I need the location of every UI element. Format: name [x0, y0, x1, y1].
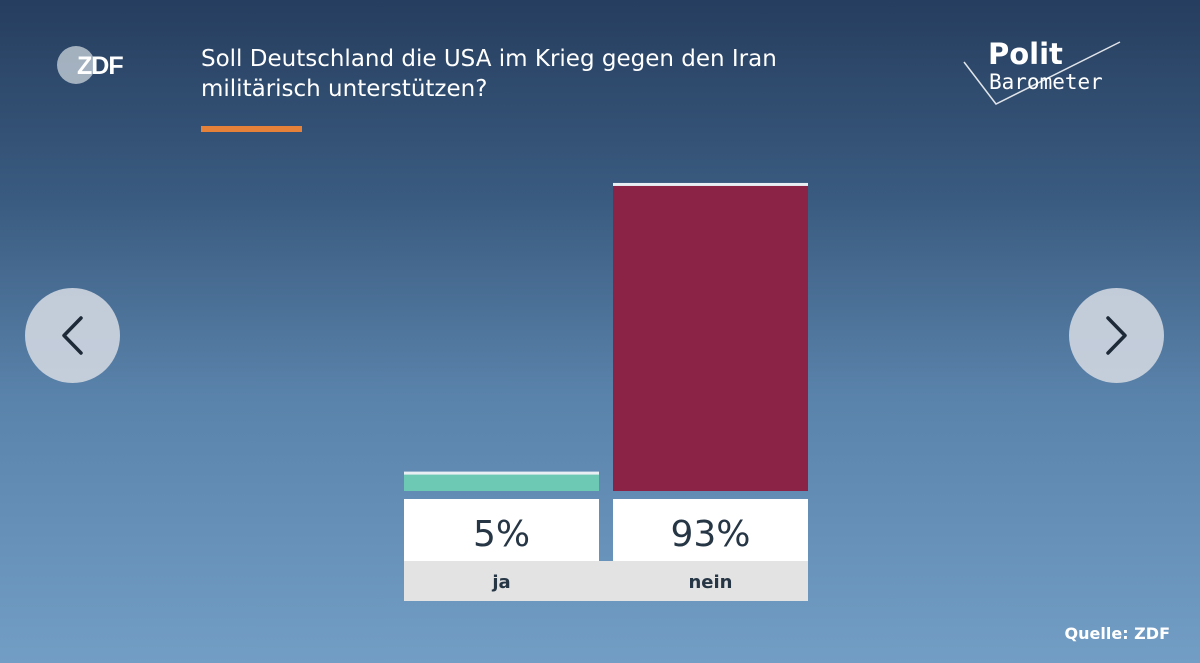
value-box-nein	[613, 499, 808, 561]
chevron-right-icon	[1106, 316, 1127, 355]
category-band	[404, 561, 808, 601]
zdf-logo-text: ZDF	[77, 52, 123, 80]
next-button[interactable]	[1069, 288, 1164, 383]
title-underline	[201, 126, 302, 132]
category-label-nein: nein	[688, 572, 732, 593]
bar-ja	[404, 474, 599, 491]
page-title: Soll Deutschland die USA im Krieg gegen …	[201, 44, 921, 104]
politbarometer-logo: Polit Barometer	[963, 37, 1121, 105]
zdf-logo: ZDF	[57, 46, 124, 84]
title-line-2: militärisch unterstützen?	[201, 76, 488, 102]
polit-logo-text: Polit	[988, 37, 1063, 71]
value-label-nein: 93%	[670, 514, 750, 555]
value-label-ja: 5%	[473, 514, 530, 555]
title-line-1: Soll Deutschland die USA im Krieg gegen …	[201, 46, 777, 72]
source-label: Quelle: ZDF	[1064, 624, 1170, 643]
previous-button[interactable]	[25, 288, 120, 383]
chevron-left-icon	[62, 316, 83, 355]
category-label-ja: ja	[491, 572, 510, 593]
bar-cap-nein	[613, 182, 808, 187]
bar-nein	[613, 185, 808, 491]
bar-cap-ja	[404, 471, 599, 476]
barometer-logo-text: Barometer	[989, 70, 1103, 94]
value-box-ja	[404, 499, 599, 561]
